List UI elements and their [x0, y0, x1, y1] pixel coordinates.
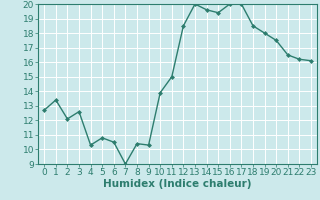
X-axis label: Humidex (Indice chaleur): Humidex (Indice chaleur) — [103, 179, 252, 189]
